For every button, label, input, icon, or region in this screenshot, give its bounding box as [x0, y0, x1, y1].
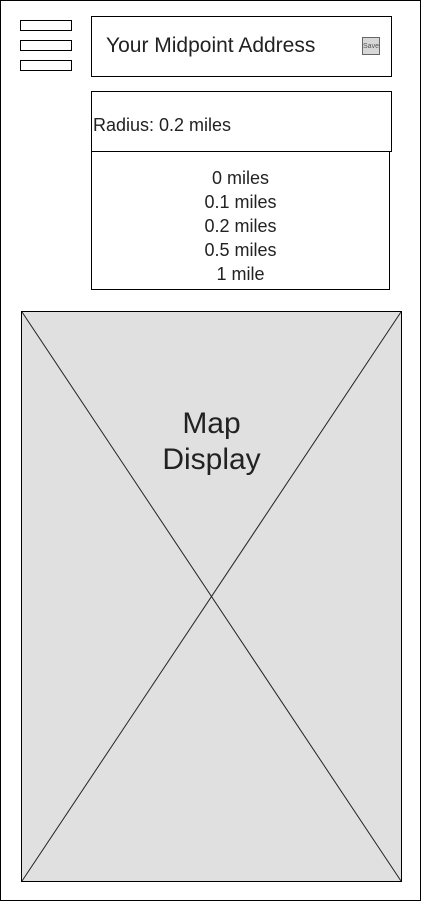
radius-option-0-5-miles[interactable]: 0.5 miles [204, 240, 277, 260]
radius-dropdown[interactable]: Radius: 0.2 miles [91, 91, 392, 152]
cross-line-2 [22, 312, 401, 881]
radius-option-0-1-miles[interactable]: 0.1 miles [204, 192, 277, 212]
map-label: Map Display [22, 406, 401, 478]
menu-bar-top [20, 20, 72, 31]
map-placeholder-cross [22, 312, 401, 881]
radius-option-1-mile[interactable]: 1 mile [216, 264, 265, 284]
hamburger-menu-icon[interactable] [20, 20, 72, 72]
midpoint-address-text: Your Midpoint Address [106, 34, 316, 57]
radius-selected-value: Radius: 0.2 miles [93, 115, 232, 135]
midpoint-address-field[interactable]: Your Midpoint Address Save [91, 16, 392, 77]
save-button[interactable]: Save [362, 37, 380, 55]
menu-bar-bottom [20, 60, 72, 71]
map-display[interactable]: Map Display [21, 311, 402, 882]
radius-options-list: 0 miles 0.1 miles 0.2 miles 0.5 miles 1 … [91, 152, 390, 290]
map-label-line-1: Map [182, 407, 241, 440]
menu-bar-middle [20, 40, 72, 51]
radius-option-0-2-miles[interactable]: 0.2 miles [204, 216, 277, 236]
radius-option-0-miles[interactable]: 0 miles [211, 168, 269, 188]
map-label-line-2: Display [162, 443, 261, 476]
